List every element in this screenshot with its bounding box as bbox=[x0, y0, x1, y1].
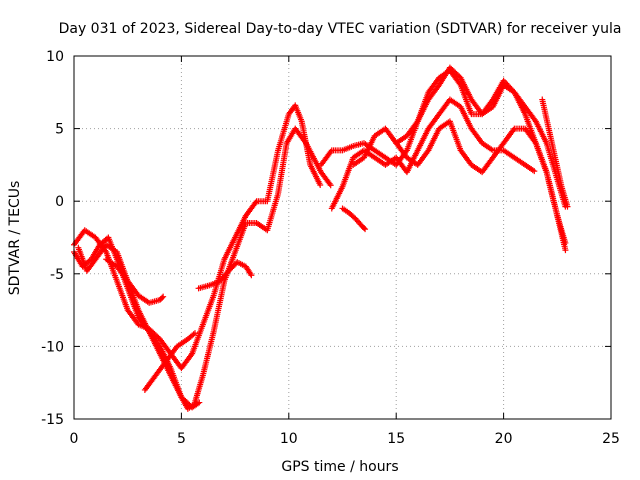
axis-ticks: 0 5 10 15 20 25 -15 -10 -5 0 5 10 bbox=[41, 49, 620, 447]
x-tick-label: 15 bbox=[387, 431, 405, 447]
data-point bbox=[564, 203, 571, 210]
series-track-6 bbox=[195, 259, 255, 292]
data-point bbox=[159, 294, 166, 301]
y-tick-label: 10 bbox=[46, 49, 64, 65]
data-point bbox=[327, 182, 334, 189]
x-tick-label: 0 bbox=[70, 431, 79, 447]
data-point bbox=[160, 293, 167, 300]
data-point bbox=[562, 239, 569, 246]
x-axis-label: GPS time / hours bbox=[281, 459, 398, 475]
plot-frame bbox=[73, 55, 612, 420]
y-tick-label: -10 bbox=[41, 339, 64, 355]
y-axis-label: SDTVAR / TECUs bbox=[7, 181, 23, 296]
series-track-4 bbox=[103, 256, 167, 306]
series-track-12 bbox=[539, 96, 571, 210]
y-tick-label: -5 bbox=[50, 267, 64, 283]
data-point bbox=[562, 247, 569, 254]
data-point bbox=[192, 330, 199, 337]
y-tick-label: 0 bbox=[55, 194, 64, 210]
x-tick-label: 5 bbox=[177, 431, 186, 447]
y-tick-label: -15 bbox=[41, 412, 64, 428]
series-track-3 bbox=[75, 241, 203, 411]
chart-title: Day 031 of 2023, Sidereal Day-to-day VTE… bbox=[59, 21, 622, 37]
series-track-1 bbox=[71, 102, 324, 372]
x-tick-label: 10 bbox=[280, 431, 298, 447]
data-point bbox=[196, 399, 203, 406]
data-point bbox=[531, 168, 538, 175]
grid bbox=[74, 56, 611, 419]
data-point bbox=[248, 272, 255, 279]
series-track-5 bbox=[141, 330, 199, 393]
data-points bbox=[71, 64, 571, 412]
x-tick-label: 25 bbox=[602, 431, 620, 447]
data-point bbox=[362, 226, 369, 233]
y-tick-label: 5 bbox=[55, 122, 64, 138]
series-track-8 bbox=[328, 96, 538, 212]
series-track-11 bbox=[339, 205, 369, 233]
data-point bbox=[317, 182, 324, 189]
series-track-7 bbox=[318, 67, 569, 254]
data-point bbox=[360, 225, 367, 232]
x-tick-label: 20 bbox=[495, 431, 513, 447]
